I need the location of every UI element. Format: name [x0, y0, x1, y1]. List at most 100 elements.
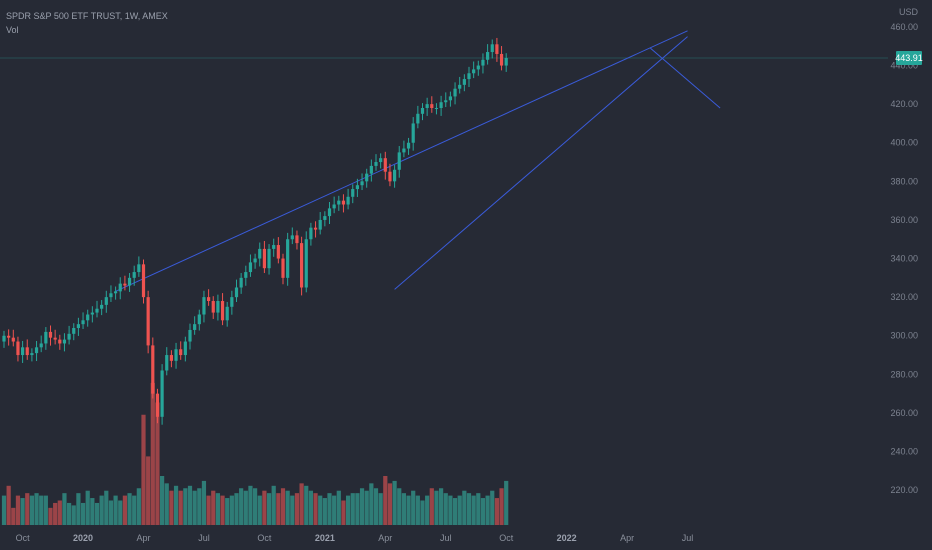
volume-bar — [285, 490, 290, 525]
time-tick-label: Apr — [136, 533, 150, 543]
price-tick-label: 240.00 — [890, 447, 918, 457]
volume-bar — [150, 382, 155, 525]
volume-bar — [397, 488, 402, 525]
symbol-title: SPDR S&P 500 ETF TRUST, 1W, AMEX — [6, 11, 168, 21]
volume-bar — [341, 500, 346, 525]
volume-bar — [57, 500, 62, 525]
volume-bar — [336, 490, 341, 525]
volume-bar — [146, 456, 151, 525]
volume-bar — [76, 493, 81, 525]
candle — [193, 324, 197, 330]
volume-bar — [160, 476, 165, 525]
volume-bar — [122, 495, 127, 525]
candle — [239, 277, 243, 288]
candle — [58, 339, 62, 344]
volume-bar — [243, 490, 248, 525]
candle — [313, 227, 318, 230]
lower-trendline — [394, 36, 688, 290]
volume-pane — [1, 382, 509, 525]
volume-bar — [53, 502, 58, 525]
volume-bar — [401, 493, 406, 525]
volume-bar — [280, 488, 286, 525]
candle — [337, 200, 341, 205]
candle — [332, 204, 336, 209]
candle — [448, 96, 452, 101]
candle — [211, 301, 215, 313]
volume-bar — [197, 488, 202, 525]
candle — [355, 185, 359, 190]
volume-bar — [71, 505, 76, 525]
last-price-tag — [896, 51, 922, 65]
volume-bar — [1, 495, 7, 525]
volume-bar — [211, 490, 216, 525]
trendline-layer — [0, 30, 888, 292]
volume-bar — [504, 480, 509, 525]
candle — [183, 341, 187, 356]
time-tick-label: Apr — [620, 533, 634, 543]
candle — [323, 216, 327, 220]
candle — [25, 347, 29, 356]
candle — [444, 100, 448, 103]
volume-bar — [378, 493, 383, 525]
volume-bar — [113, 495, 118, 525]
candle — [44, 331, 48, 344]
candle — [379, 158, 383, 163]
candle — [95, 308, 99, 313]
time-tick-label: Apr — [378, 533, 392, 543]
candle — [430, 104, 434, 109]
candle — [462, 79, 466, 85]
candle — [34, 347, 39, 354]
volume-bar — [104, 490, 109, 525]
volume-bar — [164, 483, 169, 525]
candle — [225, 306, 229, 321]
volume-bar — [327, 493, 332, 525]
volume-bar — [299, 483, 304, 525]
volume-bar — [322, 498, 327, 525]
volume-bar — [350, 493, 355, 525]
volume-bar — [94, 502, 100, 525]
volume-bar — [262, 490, 267, 525]
candle — [309, 227, 313, 240]
price-tick-label: 420.00 — [890, 99, 918, 109]
candle — [267, 248, 271, 269]
candle — [7, 335, 11, 338]
volume-bar — [485, 495, 490, 525]
volume-bar — [206, 495, 211, 525]
candle — [467, 73, 471, 80]
candle — [453, 88, 457, 97]
candle — [230, 297, 234, 307]
candle — [174, 349, 178, 361]
time-tick-label: 2020 — [73, 533, 93, 543]
candle — [393, 169, 397, 182]
time-tick-label: 2022 — [557, 533, 577, 543]
candle — [318, 219, 322, 230]
candle — [416, 113, 420, 124]
candle — [300, 243, 304, 288]
candle — [374, 162, 378, 166]
candle — [72, 328, 76, 334]
candle — [406, 142, 411, 149]
volume-bar — [253, 488, 258, 525]
volume-bar — [271, 485, 276, 525]
candle — [67, 333, 71, 340]
volume-bar — [471, 495, 476, 525]
candle — [179, 349, 183, 356]
candle — [155, 393, 160, 417]
candle — [495, 44, 499, 54]
volume-bar — [369, 483, 374, 525]
candle — [48, 331, 53, 338]
candle — [388, 171, 392, 182]
volume-bar — [118, 500, 123, 525]
volume-bar — [34, 493, 39, 525]
candle — [151, 345, 155, 394]
volume-bar — [425, 495, 430, 525]
price-tick-label: 280.00 — [890, 369, 918, 379]
volume-bar — [43, 495, 48, 525]
candle — [234, 287, 239, 298]
volume-bar — [318, 495, 323, 525]
price-tick-label: 320.00 — [890, 292, 918, 302]
volume-bar — [276, 493, 281, 525]
price-tick-label: 440.00 — [890, 61, 918, 71]
volume-bar — [136, 488, 141, 525]
